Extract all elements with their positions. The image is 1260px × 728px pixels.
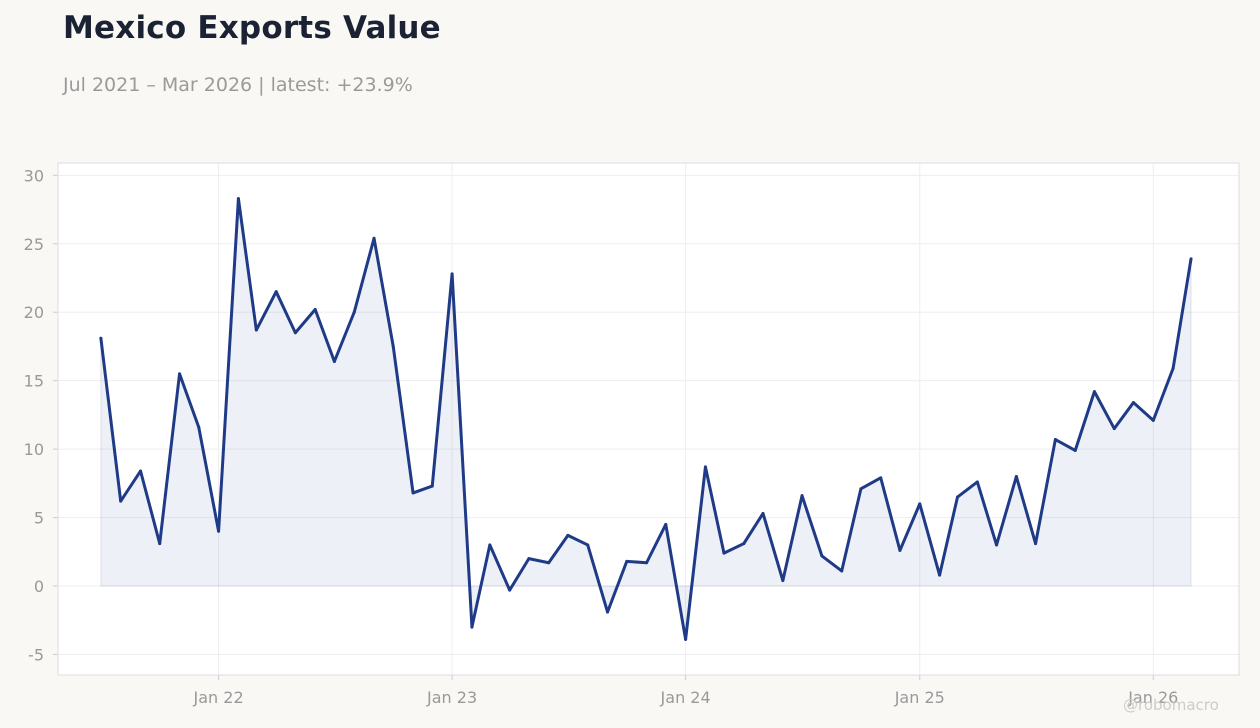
data-point (1053, 438, 1057, 442)
data-point (625, 559, 629, 563)
y-tick-label: 15 (24, 372, 44, 391)
data-point (859, 487, 863, 491)
x-tick-label: Jan 23 (426, 688, 477, 707)
data-point (274, 290, 278, 294)
data-point (1171, 366, 1175, 370)
data-point (488, 543, 492, 547)
x-axis-tick-labels: Jan 22 Jan 23 Jan 24 Jan 25 Jan 26 (193, 688, 1179, 707)
data-point (197, 425, 201, 429)
data-point (1151, 418, 1155, 422)
data-point (975, 480, 979, 484)
data-point (332, 360, 336, 364)
data-point (313, 307, 317, 311)
data-point (139, 469, 143, 473)
data-point (411, 491, 415, 495)
data-point (1112, 427, 1116, 431)
data-point (1131, 401, 1135, 405)
data-point (800, 494, 804, 498)
data-point (119, 499, 123, 503)
data-point (158, 542, 162, 546)
data-point (372, 236, 376, 240)
data-point (645, 561, 649, 565)
data-point (840, 569, 844, 573)
x-tick-label: Jan 26 (1127, 688, 1178, 707)
data-point (879, 476, 883, 480)
series-points (99, 197, 1193, 641)
data-point (430, 484, 434, 488)
y-tick-label: 20 (24, 303, 44, 322)
data-point (781, 579, 785, 583)
data-point (1014, 474, 1018, 478)
x-tick-label: Jan 22 (193, 688, 244, 707)
y-tick-label: 5 (34, 509, 44, 528)
y-axis-tick-labels: -5 0 5 10 15 20 25 30 (24, 166, 44, 664)
data-point (99, 336, 103, 340)
y-tick-label: 25 (24, 235, 44, 254)
chart-subtitle: Jul 2021 – Mar 2026 | latest: +23.9% (63, 74, 413, 96)
data-point (722, 551, 726, 555)
data-point (1092, 390, 1096, 394)
y-tick-label: 10 (24, 440, 44, 459)
x-tick-label: Jan 25 (894, 688, 945, 707)
y-gridlines (53, 174, 1239, 655)
y-tick-label: -5 (28, 645, 44, 664)
data-point (470, 625, 474, 629)
data-point (391, 344, 395, 348)
y-tick-label: 0 (34, 577, 44, 596)
data-point (1189, 257, 1193, 261)
data-point (664, 522, 668, 526)
data-point (450, 272, 454, 276)
data-point (684, 637, 688, 641)
data-point (938, 573, 942, 577)
data-point (995, 543, 999, 547)
plot-area (58, 163, 1239, 675)
data-point (742, 542, 746, 546)
data-point (898, 548, 902, 552)
x-tick-label: Jan 24 (660, 688, 711, 707)
data-point (254, 328, 258, 332)
data-point (956, 495, 960, 499)
data-point (293, 331, 297, 335)
y-tick-label: 30 (24, 166, 44, 185)
data-point (547, 561, 551, 565)
data-point (918, 502, 922, 506)
data-point (566, 533, 570, 537)
plot-border (57, 162, 1240, 676)
data-point (352, 310, 356, 314)
data-point (1034, 542, 1038, 546)
data-point (606, 610, 610, 614)
data-point (1073, 448, 1077, 452)
data-point (217, 529, 221, 533)
data-point (508, 588, 512, 592)
data-point (178, 372, 182, 376)
data-point (527, 557, 531, 561)
data-point (820, 554, 824, 558)
data-point (703, 465, 707, 469)
data-point (236, 197, 240, 201)
chart-title: Mexico Exports Value (63, 10, 441, 46)
data-point (586, 543, 590, 547)
data-point (761, 511, 765, 515)
watermark-text: @robomacro (1123, 696, 1219, 714)
